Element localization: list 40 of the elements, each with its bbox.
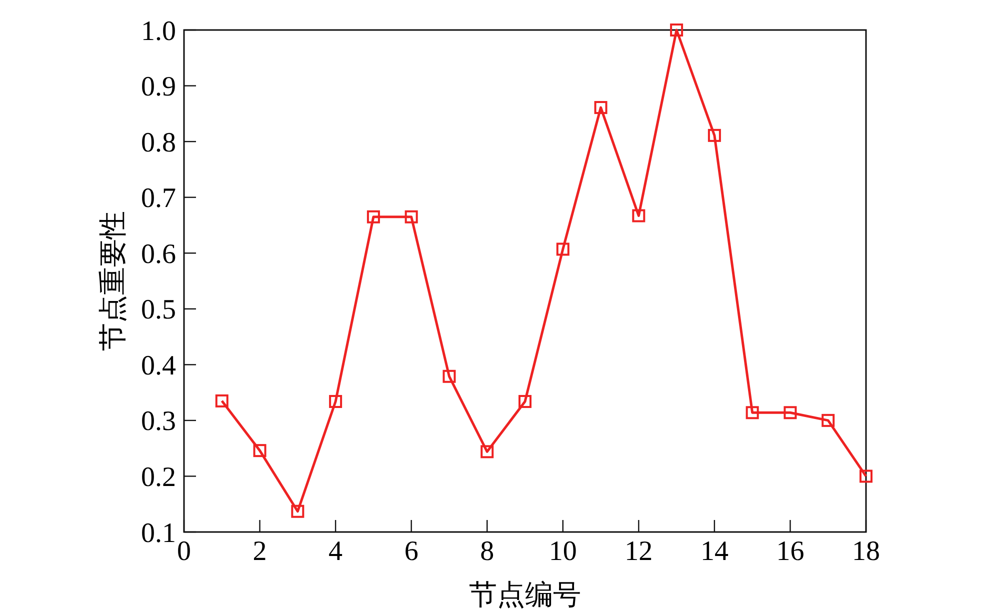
y-tick-label: 0.6	[141, 238, 176, 270]
y-tick-label: 0.7	[141, 183, 176, 214]
point	[594, 101, 608, 114]
x-tick-label: 4	[328, 536, 343, 567]
point	[215, 394, 228, 408]
x-tick-label: 16	[776, 536, 804, 567]
x-axis-title: 节点编号	[469, 578, 581, 611]
x-tick-label: 2	[252, 536, 267, 567]
x-tick-label: 14	[700, 536, 728, 567]
y-tick-label: 1.0	[141, 16, 176, 47]
point	[632, 209, 646, 222]
x-tick-label: 6	[404, 536, 418, 567]
point	[329, 394, 342, 408]
y-tick-label: 0.1	[141, 518, 176, 549]
point	[291, 504, 304, 518]
y-tick-label: 0.5	[141, 294, 176, 326]
point	[670, 24, 684, 36]
x-tick-label: 0	[177, 536, 191, 567]
y-tick-label: 0.8	[141, 127, 176, 158]
point	[366, 210, 380, 224]
y-tick-label: 0.4	[141, 350, 176, 382]
y-axis-title: 节点重要性	[96, 211, 129, 351]
x-tick-label: 10	[548, 536, 577, 567]
point	[822, 414, 835, 427]
x-tick-label: 8	[480, 536, 494, 567]
x-tick-label: 12	[624, 536, 653, 567]
point	[442, 370, 456, 383]
point	[860, 470, 872, 483]
point	[253, 444, 266, 458]
y-tick-label: 0.9	[141, 72, 176, 103]
point	[746, 406, 759, 420]
x-tick-label: 18	[852, 536, 880, 567]
y-tick-label: 0.3	[141, 406, 176, 438]
point	[708, 128, 721, 142]
point	[784, 406, 797, 420]
point	[518, 394, 532, 408]
point	[404, 210, 418, 224]
point	[556, 242, 570, 256]
point	[480, 445, 494, 458]
y-tick-label: 0.2	[141, 462, 176, 494]
